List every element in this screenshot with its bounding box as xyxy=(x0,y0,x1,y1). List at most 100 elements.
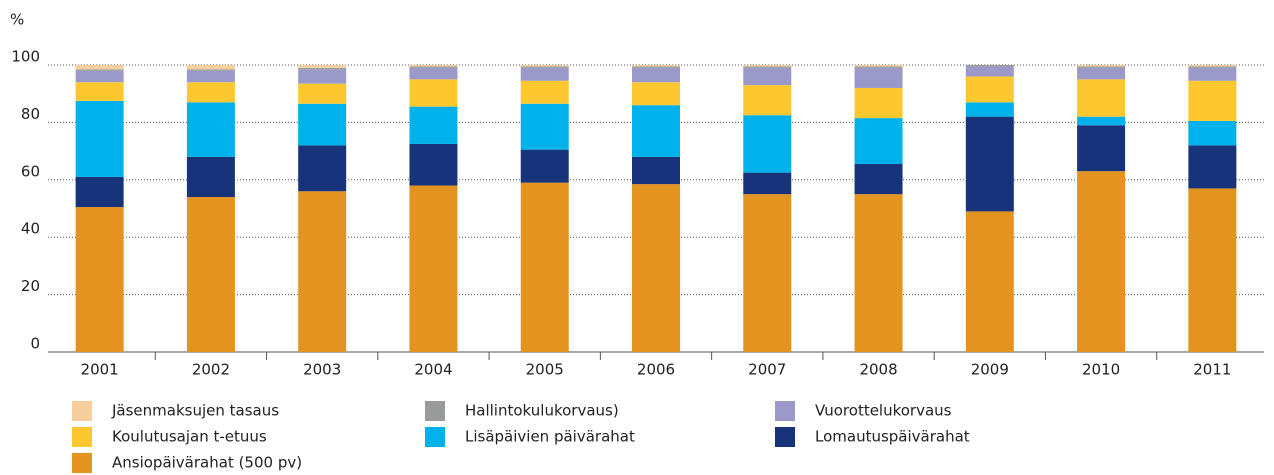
bar-segment xyxy=(520,80,569,104)
x-tick-label: 2001 xyxy=(81,361,119,379)
bar-segment xyxy=(743,115,792,173)
bar-segment xyxy=(186,65,235,70)
legend-swatch xyxy=(72,427,92,447)
bar-segment xyxy=(743,85,792,116)
y-tick-label: 40 xyxy=(21,220,40,238)
bar-segment xyxy=(743,66,792,68)
bar-segment xyxy=(520,66,569,68)
bar-segment xyxy=(632,67,680,83)
bar-segment xyxy=(298,83,347,104)
bar-segment xyxy=(965,65,1014,67)
bar-segment xyxy=(1077,116,1126,126)
bar-segment xyxy=(632,66,680,68)
bar-segment xyxy=(965,116,1014,212)
y-tick-label: 20 xyxy=(21,277,40,295)
bar-segment xyxy=(520,149,569,183)
bar-segment xyxy=(632,65,680,67)
x-tick-label: 2006 xyxy=(637,361,675,379)
legend-swatch xyxy=(425,427,445,447)
bar-segment xyxy=(409,143,458,186)
bar-segment xyxy=(1188,188,1237,352)
bar-segment xyxy=(1188,120,1237,146)
bar-segment xyxy=(75,82,124,101)
bar-segment xyxy=(186,69,235,71)
bar-segment xyxy=(854,194,903,352)
bar-segment xyxy=(743,194,792,352)
legend-label: Jäsenmaksujen tasaus xyxy=(111,402,279,420)
bar-segment xyxy=(409,66,458,68)
legend-swatch xyxy=(72,453,92,473)
bar-segment xyxy=(409,67,458,80)
bar-segment xyxy=(1188,80,1237,121)
x-tick-label: 2008 xyxy=(859,361,897,379)
y-tick-label: 0 xyxy=(30,335,40,353)
legend-label: Koulutusajan t-etuus xyxy=(112,428,267,446)
legend-label: Ansiopäivärahat (500 pv) xyxy=(112,454,302,472)
legend-label: Lomautuspäivärahat xyxy=(815,428,970,446)
bar-segment xyxy=(1077,67,1126,80)
legend-label: Vuorottelukorvaus xyxy=(815,402,952,420)
bar-segment xyxy=(965,66,1014,77)
bar-segment xyxy=(186,82,235,103)
bar-segment xyxy=(75,207,124,352)
bar-segment xyxy=(75,176,124,208)
bar-segment xyxy=(186,197,235,352)
legend-swatch xyxy=(775,427,795,447)
bar-segment xyxy=(1077,66,1126,68)
legend-label: Lisäpäivien päivärahat xyxy=(465,428,635,446)
bar-segment xyxy=(743,65,792,67)
bar-segment xyxy=(75,69,124,71)
bar-segment xyxy=(1188,65,1237,67)
bar-segment xyxy=(520,182,569,352)
x-tick-label: 2004 xyxy=(414,361,452,379)
bar-segment xyxy=(409,185,458,352)
legend-swatch xyxy=(72,401,92,421)
x-tick-label: 2005 xyxy=(526,361,564,379)
bar-segment xyxy=(1188,66,1237,68)
bar-segment xyxy=(75,70,124,83)
bar-segment xyxy=(632,184,680,352)
bar-segment xyxy=(965,76,1014,103)
legend-swatch xyxy=(425,401,445,421)
bar-segment xyxy=(743,67,792,86)
y-axis-label: % xyxy=(10,11,24,29)
bar-segment xyxy=(965,211,1014,352)
bar-segment xyxy=(298,69,347,84)
bar-segment xyxy=(1077,171,1126,352)
bar-segment xyxy=(632,105,680,157)
bar-segment xyxy=(186,70,235,83)
bar-segment xyxy=(854,65,903,67)
bar-segment xyxy=(632,156,680,185)
bar-segment xyxy=(75,100,124,177)
bar-segment xyxy=(1077,79,1126,117)
x-tick-label: 2007 xyxy=(748,361,786,379)
bar-segment xyxy=(854,87,903,119)
bar-segment xyxy=(854,164,903,195)
y-tick-label: 100 xyxy=(11,48,40,66)
bar-segment xyxy=(632,82,680,106)
bar-segment xyxy=(1077,125,1126,172)
x-tick-label: 2011 xyxy=(1193,361,1231,379)
bar-segment xyxy=(854,66,903,68)
bar-segment xyxy=(409,79,458,107)
bar-segment xyxy=(186,156,235,198)
bar-segment xyxy=(186,102,235,157)
legend-label: Hallintokulukorvaus) xyxy=(465,402,619,420)
bar-segment xyxy=(1188,67,1237,81)
bar-segment xyxy=(298,191,347,352)
bar-segment xyxy=(298,65,347,68)
y-tick-label: 60 xyxy=(21,162,40,180)
bar-segment xyxy=(298,145,347,192)
bar-segment xyxy=(298,103,347,146)
bar-segment xyxy=(409,65,458,67)
bar-segment xyxy=(854,118,903,165)
bar-segment xyxy=(743,172,792,195)
x-tick-label: 2009 xyxy=(971,361,1009,379)
bar-segment xyxy=(75,65,124,70)
y-tick-label: 80 xyxy=(21,105,40,123)
x-tick-label: 2003 xyxy=(303,361,341,379)
bar-segment xyxy=(520,103,569,150)
bar-segment xyxy=(520,65,569,67)
bar-segment xyxy=(965,102,1014,117)
